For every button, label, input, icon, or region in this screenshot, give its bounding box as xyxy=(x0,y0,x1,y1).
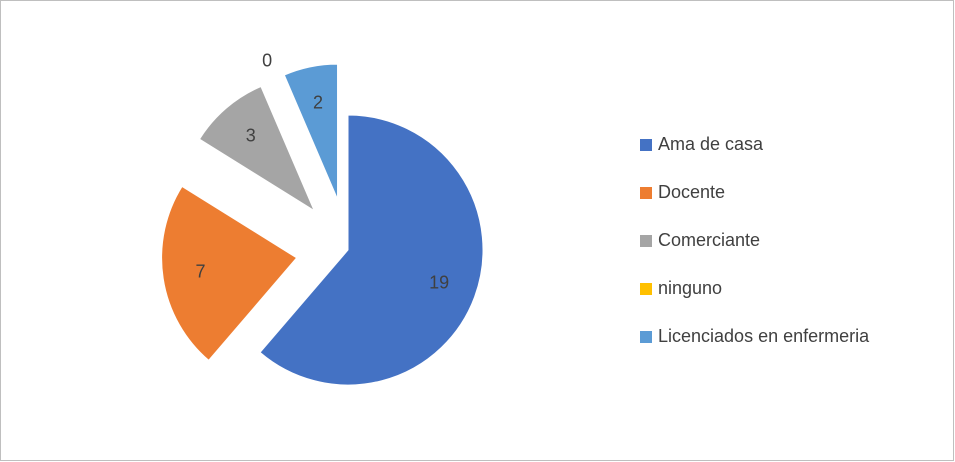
legend-swatch xyxy=(640,331,652,343)
pie-slice xyxy=(198,85,316,212)
data-label: 7 xyxy=(196,261,206,281)
legend-swatch xyxy=(640,235,652,247)
data-label: 0 xyxy=(262,50,272,70)
legend-label: Licenciados en enfermeria xyxy=(658,326,870,346)
legend-swatch xyxy=(640,283,652,295)
data-label: 19 xyxy=(429,273,449,293)
legend-label: ninguno xyxy=(658,278,722,298)
pie-slice xyxy=(161,185,298,362)
legend-label: Ama de casa xyxy=(658,134,764,154)
data-label: 3 xyxy=(246,126,256,146)
legend-label: Comerciante xyxy=(658,230,760,250)
pie-slice xyxy=(283,63,339,200)
legend-swatch xyxy=(640,139,652,151)
data-label: 2 xyxy=(313,93,323,113)
legend-swatch xyxy=(640,187,652,199)
pie-slice xyxy=(259,114,484,386)
legend-label: Docente xyxy=(658,182,725,202)
